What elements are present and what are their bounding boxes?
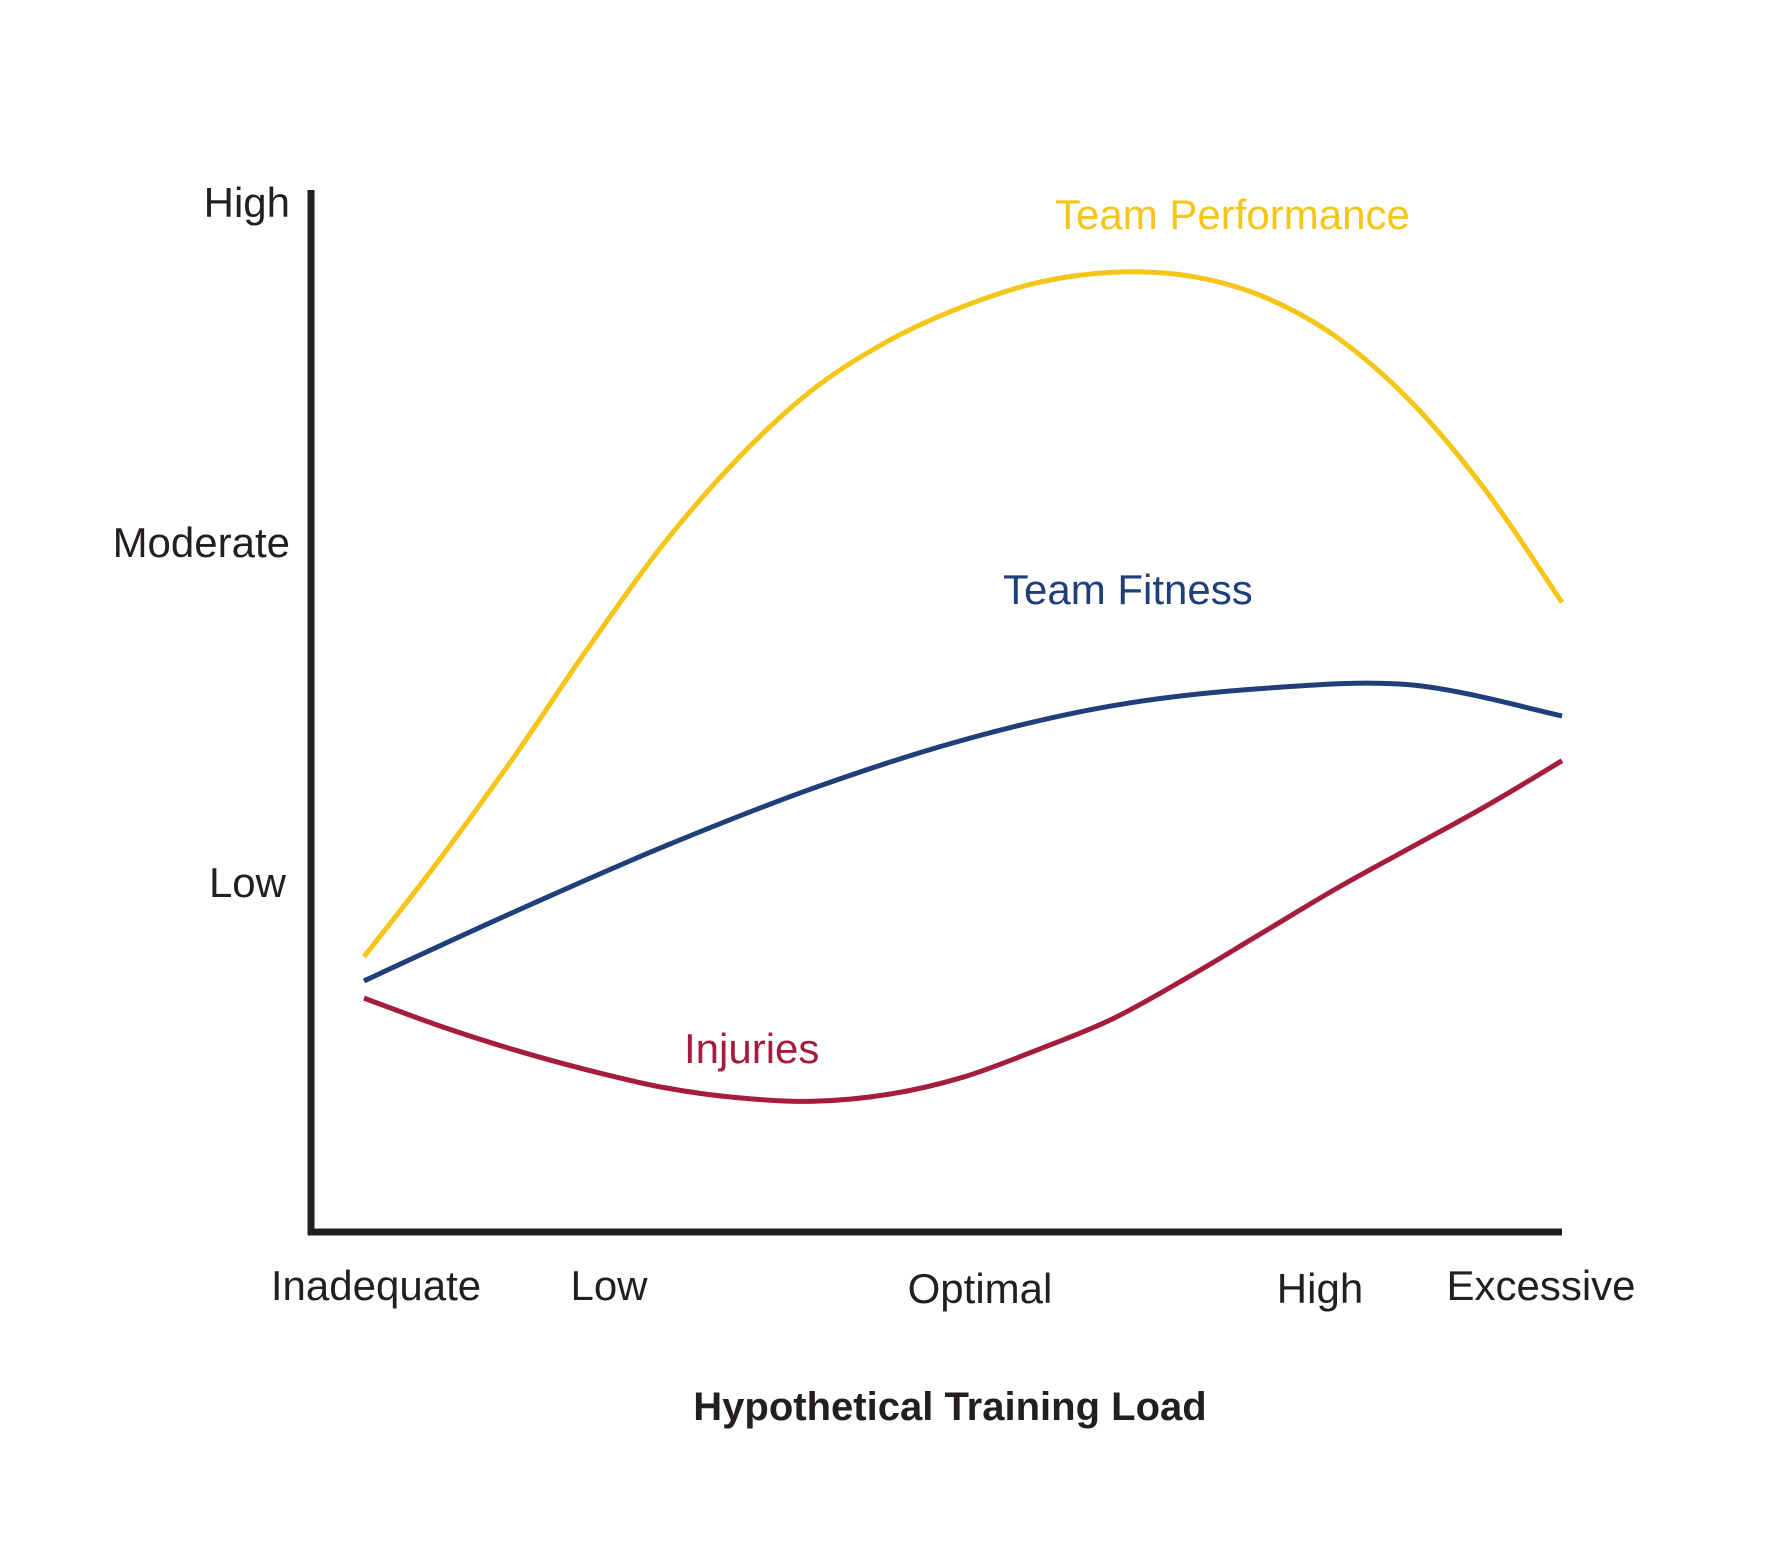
x-axis-title: Hypothetical Training Load: [693, 1385, 1206, 1429]
x-tick-label-excessive: Excessive: [1446, 1262, 1635, 1309]
series-label-team-performance: Team Performance: [1055, 191, 1410, 238]
series-line-team-fitness: [362, 680, 1563, 984]
x-tick-label-inadequate: Inadequate: [271, 1262, 481, 1309]
series-line-team-performance: [362, 269, 1565, 959]
y-tick-label-low: Low: [209, 859, 287, 906]
y-tick-label-moderate: Moderate: [113, 519, 290, 566]
series-layer: [362, 269, 1565, 1104]
x-tick-label-high: High: [1277, 1265, 1363, 1312]
y-tick-label-high: High: [204, 179, 290, 226]
x-tick-labels: Inadequate Low Optimal High Excessive: [271, 1262, 1636, 1312]
x-tick-label-low: Low: [570, 1262, 648, 1309]
y-tick-labels: High Moderate Low: [113, 179, 290, 906]
series-labels: Team Performance Team Fitness Injuries: [684, 191, 1410, 1072]
series-label-injuries: Injuries: [684, 1025, 819, 1072]
x-tick-label-optimal: Optimal: [908, 1265, 1053, 1312]
series-label-team-fitness: Team Fitness: [1003, 566, 1253, 613]
series-line-injuries: [363, 758, 1564, 1104]
axes: [307, 190, 1562, 1236]
